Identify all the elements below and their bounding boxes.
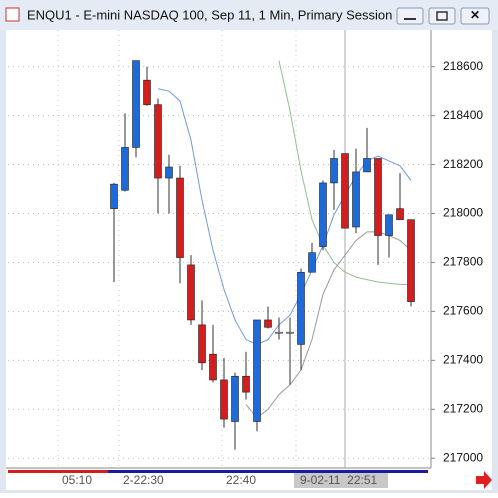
x-tick-label: 05:10 [62, 473, 92, 487]
candle-body [220, 379, 228, 420]
scroll-arrow[interactable] [476, 471, 492, 489]
scroll-blue [108, 470, 428, 473]
candle-body [242, 375, 250, 393]
candle-body [176, 177, 184, 258]
y-tick-label: 217000 [443, 450, 483, 464]
y-tick-label: 217800 [443, 255, 483, 269]
app-icon [5, 7, 20, 22]
candle-body [341, 153, 349, 229]
time-highlight [294, 473, 388, 488]
y-tick-label: 218000 [443, 206, 483, 220]
candle-body [352, 171, 360, 228]
x-tick-label: 2-22:30 [123, 473, 164, 487]
candle-body [374, 158, 382, 236]
candle-body [231, 375, 239, 422]
candle-body [121, 147, 129, 191]
candle-body [407, 219, 415, 302]
y-tick-label: 218200 [443, 157, 483, 171]
candle-body [253, 319, 261, 422]
y-tick-label: 217400 [443, 353, 483, 367]
candle-body [363, 158, 371, 173]
candle-body [165, 166, 173, 179]
close-icon: ✕ [470, 8, 480, 22]
x-tick-label: 9-02-11 22:51 [300, 473, 377, 487]
candle-body [385, 214, 393, 236]
candle-body [319, 182, 327, 247]
maximize-icon [436, 11, 448, 21]
candle-body [198, 324, 206, 364]
candle-body [330, 158, 338, 184]
indicator-line [245, 231, 412, 419]
x-tick-label: 22:40 [226, 473, 256, 487]
candle-body [209, 353, 217, 381]
candle-body [297, 271, 305, 345]
candle-body [275, 331, 283, 334]
candle-body [286, 331, 294, 334]
candle-body [187, 264, 195, 321]
candle-body [143, 79, 151, 105]
indicator-line [278, 60, 411, 285]
maximize-button[interactable] [428, 7, 456, 25]
minimize-button[interactable] [396, 7, 424, 25]
candle-body [110, 183, 118, 209]
y-tick-label: 218600 [443, 59, 483, 73]
candle-body [132, 60, 140, 148]
candle-body [264, 319, 272, 328]
chart-area [6, 30, 492, 490]
y-tick-label: 217600 [443, 304, 483, 318]
candle-body [154, 104, 162, 179]
window-title: ENQU1 - E-mini NASDAQ 100, Sep 11, 1 Min… [27, 7, 392, 22]
y-tick-label: 218400 [443, 108, 483, 122]
candle-body [308, 252, 316, 273]
scroll-red [8, 470, 108, 473]
candle-body [396, 208, 404, 220]
window-buttons[interactable]: ✕ [396, 7, 490, 25]
close-button[interactable] [460, 7, 490, 25]
y-tick-label: 217200 [443, 401, 483, 415]
